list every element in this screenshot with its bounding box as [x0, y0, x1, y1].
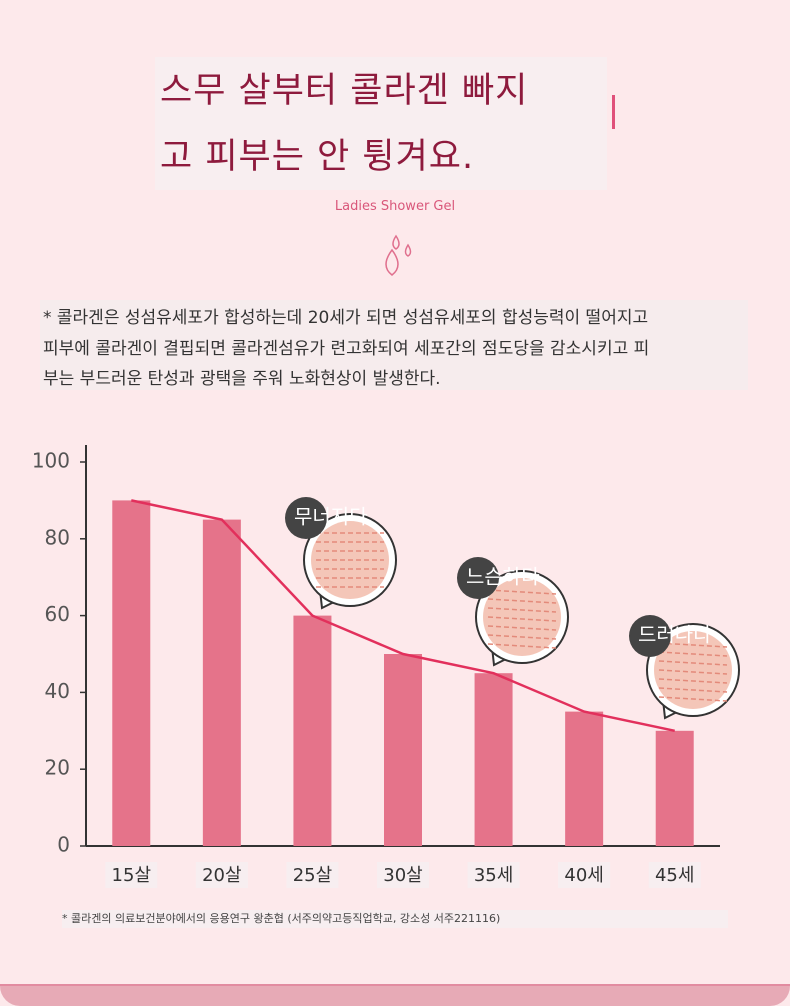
skin-fiber [487, 607, 557, 613]
x-label-bg [377, 862, 429, 888]
description-box [40, 300, 748, 390]
skin-fiber [487, 598, 557, 604]
callout: 드러나다 [629, 615, 740, 720]
bar [293, 615, 332, 846]
skin-fiber [658, 660, 728, 666]
y-tick-label: 100 [32, 449, 70, 473]
label-circle [457, 557, 499, 599]
skin-fiber [487, 643, 557, 649]
skin-fiber [487, 634, 557, 640]
y-tick-label: 20 [45, 756, 70, 780]
footnote: * 콜라겐의 의료보건분야에서의 응용연구 왕춘협 (서주의약고등직업학교, 강… [62, 910, 728, 928]
x-label-bg [558, 862, 611, 888]
drop-icon [385, 234, 412, 276]
x-tick-label: 40세 [564, 865, 603, 886]
frame [0, 984, 790, 1006]
y-tick-label: 80 [45, 525, 70, 549]
description-line: 피부에 콜라겐이 결핍되면 콜라겐섬유가 련고화되여 세포간의 점도당을 감소시… [43, 339, 650, 359]
bar [384, 654, 422, 846]
skin-fiber [658, 651, 728, 657]
callout-label: 느슨하다 [466, 565, 540, 589]
label-circle [629, 615, 671, 657]
label-circle [285, 497, 327, 539]
bar [565, 711, 604, 846]
skin-fiber [487, 625, 557, 631]
y-tick-label: 0 [57, 833, 70, 857]
x-tick-label: 20살 [202, 865, 241, 886]
bar [474, 673, 513, 846]
title-line: 스무 살부터 콜라겐 빠지 [160, 71, 529, 111]
callout: 느슨하다 [457, 557, 569, 667]
skin-texture [654, 631, 732, 709]
callout-label: 드러나다 [638, 623, 712, 647]
x-label-bg [286, 862, 339, 888]
x-tick-label: 25살 [293, 865, 332, 886]
skin-fiber [487, 589, 557, 595]
description-line: 부는 부드러운 탄성과 광택을 주워 노화현상이 발생한다. [43, 369, 441, 389]
callout-label: 무너지다 [294, 505, 368, 529]
x-label-bg [467, 862, 520, 888]
callout: 무너지다 [285, 497, 397, 610]
accent [612, 95, 615, 129]
skin-texture [483, 578, 561, 656]
bar [202, 519, 241, 846]
subtitle: Ladies Shower Gel [334, 199, 456, 214]
title-box [155, 57, 607, 190]
title-line: 고 피부는 안 튕겨요. [160, 137, 475, 177]
skin-fiber [658, 696, 728, 702]
skin-fiber [658, 687, 728, 693]
x-tick-label: 35세 [474, 865, 513, 886]
description-line: * 콜라겐은 성섬유세포가 합성하는데 20세가 되면 성섬유세포의 합성능력이… [43, 308, 649, 328]
x-tick-label: 15살 [112, 865, 151, 886]
x-tick-label: 45세 [655, 865, 694, 886]
skin-fiber [658, 642, 728, 648]
skin-fiber [487, 616, 557, 622]
skin-fiber [658, 678, 728, 684]
bar [112, 500, 151, 846]
trend-line [131, 499, 675, 733]
y-tick-label: 60 [45, 602, 70, 626]
y-tick-label: 40 [45, 679, 70, 703]
x-label-bg [195, 862, 248, 888]
x-label-bg [648, 862, 701, 888]
x-label-bg [105, 862, 158, 888]
bar [655, 730, 694, 846]
skin-fiber [658, 669, 728, 675]
x-tick-label: 30살 [383, 865, 422, 886]
